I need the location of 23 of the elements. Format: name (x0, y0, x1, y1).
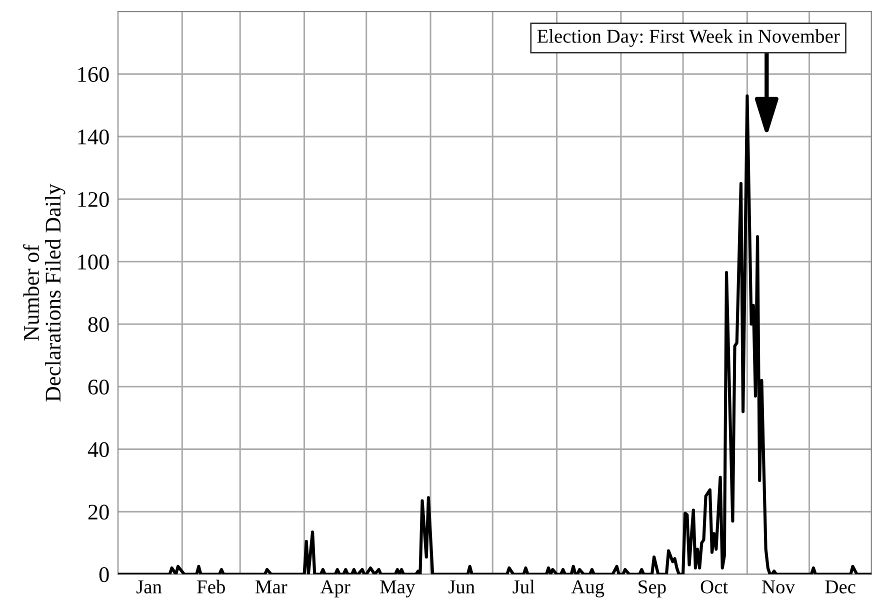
y-tick-label: 80 (88, 317, 109, 332)
y-tick-label: 20 (88, 504, 109, 520)
annotation: Election Day: First Week in November (537, 29, 840, 47)
x-tick-label: Sep (638, 580, 666, 598)
y-axis-title: Number of Declarations Filed Daily (23, 184, 66, 402)
x-tick-label: Jul (512, 580, 535, 594)
y-tick-label: 160 (78, 66, 109, 82)
x-tick-label: May (380, 580, 416, 598)
x-tick-label: Apr (320, 580, 350, 598)
x-tick-label: Jan (136, 580, 162, 594)
y-tick-label: 120 (78, 192, 109, 208)
y-tick-label: 0 (99, 567, 109, 582)
y-tick-label: 40 (88, 442, 109, 458)
x-tick-label: Dec (825, 580, 856, 594)
y-tick-label: 60 (88, 380, 109, 395)
x-tick-label: Feb (197, 580, 225, 594)
x-tick-label: Nov (762, 580, 795, 594)
x-tick-label: Oct (700, 580, 728, 594)
x-tick-label: Mar (256, 580, 288, 594)
x-tick-label: Jun (448, 580, 475, 594)
y-tick-label: 100 (78, 254, 109, 270)
y-tick-label: 140 (78, 130, 109, 145)
x-tick-label: Aug (571, 580, 604, 598)
